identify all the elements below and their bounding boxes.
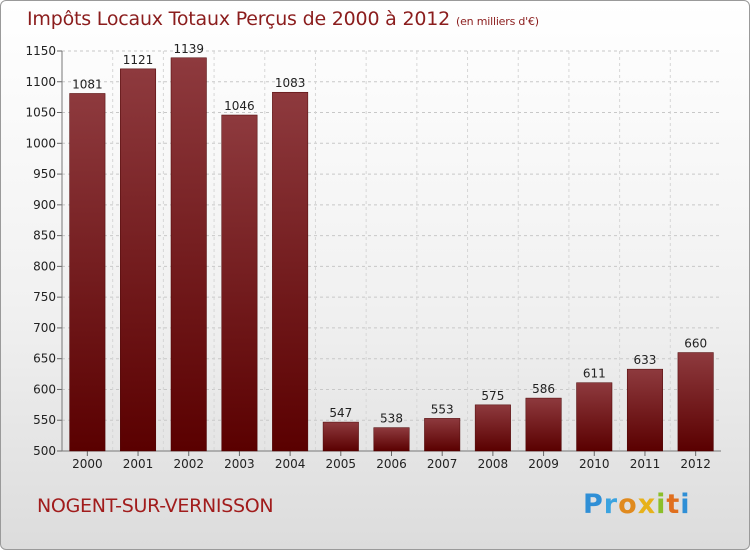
y-tick-label: 900 (33, 198, 56, 212)
data-label-2001: 1121 (123, 53, 154, 67)
data-label-2006: 538 (380, 412, 403, 426)
grid (62, 50, 721, 452)
data-label-2004: 1083 (275, 76, 306, 90)
y-tick-label: 1100 (25, 75, 56, 89)
x-tick-label-2004: 2004 (275, 457, 306, 471)
y-tick-label: 1150 (25, 44, 56, 58)
y-tick-label: 650 (33, 352, 56, 366)
bar-2010 (576, 382, 613, 452)
bars (69, 57, 714, 452)
bar-2003 (221, 114, 258, 452)
chart-title: Impôts Locaux Totaux Perçus de 2000 à 20… (27, 8, 539, 30)
x-tick-label-2003: 2003 (224, 457, 255, 471)
y-tick-label: 800 (33, 259, 56, 273)
x-tick-label-2010: 2010 (579, 457, 610, 471)
data-label-2010: 611 (583, 367, 606, 381)
x-tick-label-2005: 2005 (326, 457, 357, 471)
y-tick-label: 750 (33, 290, 56, 304)
data-label-2007: 553 (431, 402, 454, 416)
data-label-2002: 1139 (173, 42, 204, 56)
plot-area (62, 51, 721, 451)
proxiti-logo: Proxiti (583, 489, 691, 520)
bar-2001 (120, 68, 157, 452)
x-tick-label-2006: 2006 (376, 457, 407, 471)
x-tick-label-2008: 2008 (478, 457, 509, 471)
y-tick-label: 550 (33, 413, 56, 427)
commune-name: NOGENT-SUR-VERNISSON (37, 495, 274, 517)
data-label-2012: 660 (684, 337, 707, 351)
bar-2005 (322, 421, 359, 452)
x-tick-label-2000: 2000 (72, 457, 103, 471)
bar-2006 (373, 427, 410, 452)
data-label-2005: 547 (329, 406, 352, 420)
y-tick-label: 700 (33, 321, 56, 335)
chart-title-text: Impôts Locaux Totaux Perçus de 2000 à 20… (27, 8, 451, 30)
y-tick-label: 600 (33, 382, 56, 396)
y-tick-label: 1050 (25, 106, 56, 120)
data-label-2008: 575 (481, 389, 504, 403)
bar-2011 (626, 368, 663, 452)
x-tick-label-2002: 2002 (173, 457, 204, 471)
bar-2002 (170, 57, 207, 452)
x-tick-label-2012: 2012 (680, 457, 711, 471)
x-tick-label-2001: 2001 (123, 457, 154, 471)
bar-2012 (677, 352, 714, 452)
y-tick-label: 950 (33, 167, 56, 181)
bar-2007 (424, 418, 461, 452)
y-tick-label: 1000 (25, 136, 56, 150)
x-tick-label-2011: 2011 (630, 457, 661, 471)
y-tick-label: 850 (33, 229, 56, 243)
data-label-2000: 1081 (72, 77, 103, 91)
data-label-2011: 633 (634, 353, 657, 367)
x-tick-label-2009: 2009 (528, 457, 559, 471)
x-tick-label-2007: 2007 (427, 457, 458, 471)
axes (57, 50, 721, 456)
bar-2009 (525, 397, 562, 452)
data-label-2003: 1046 (224, 99, 255, 113)
bar-2008 (474, 404, 511, 452)
bar-2004 (272, 91, 309, 452)
data-label-2009: 586 (532, 382, 555, 396)
labels: 500 550 600 650 700 750 800 850 900 950 1000 1050 11… (25, 42, 710, 471)
bar-2000 (69, 93, 106, 452)
y-tick-label: 500 (33, 444, 56, 458)
chart-unit: (en milliers d'€) (456, 15, 539, 28)
